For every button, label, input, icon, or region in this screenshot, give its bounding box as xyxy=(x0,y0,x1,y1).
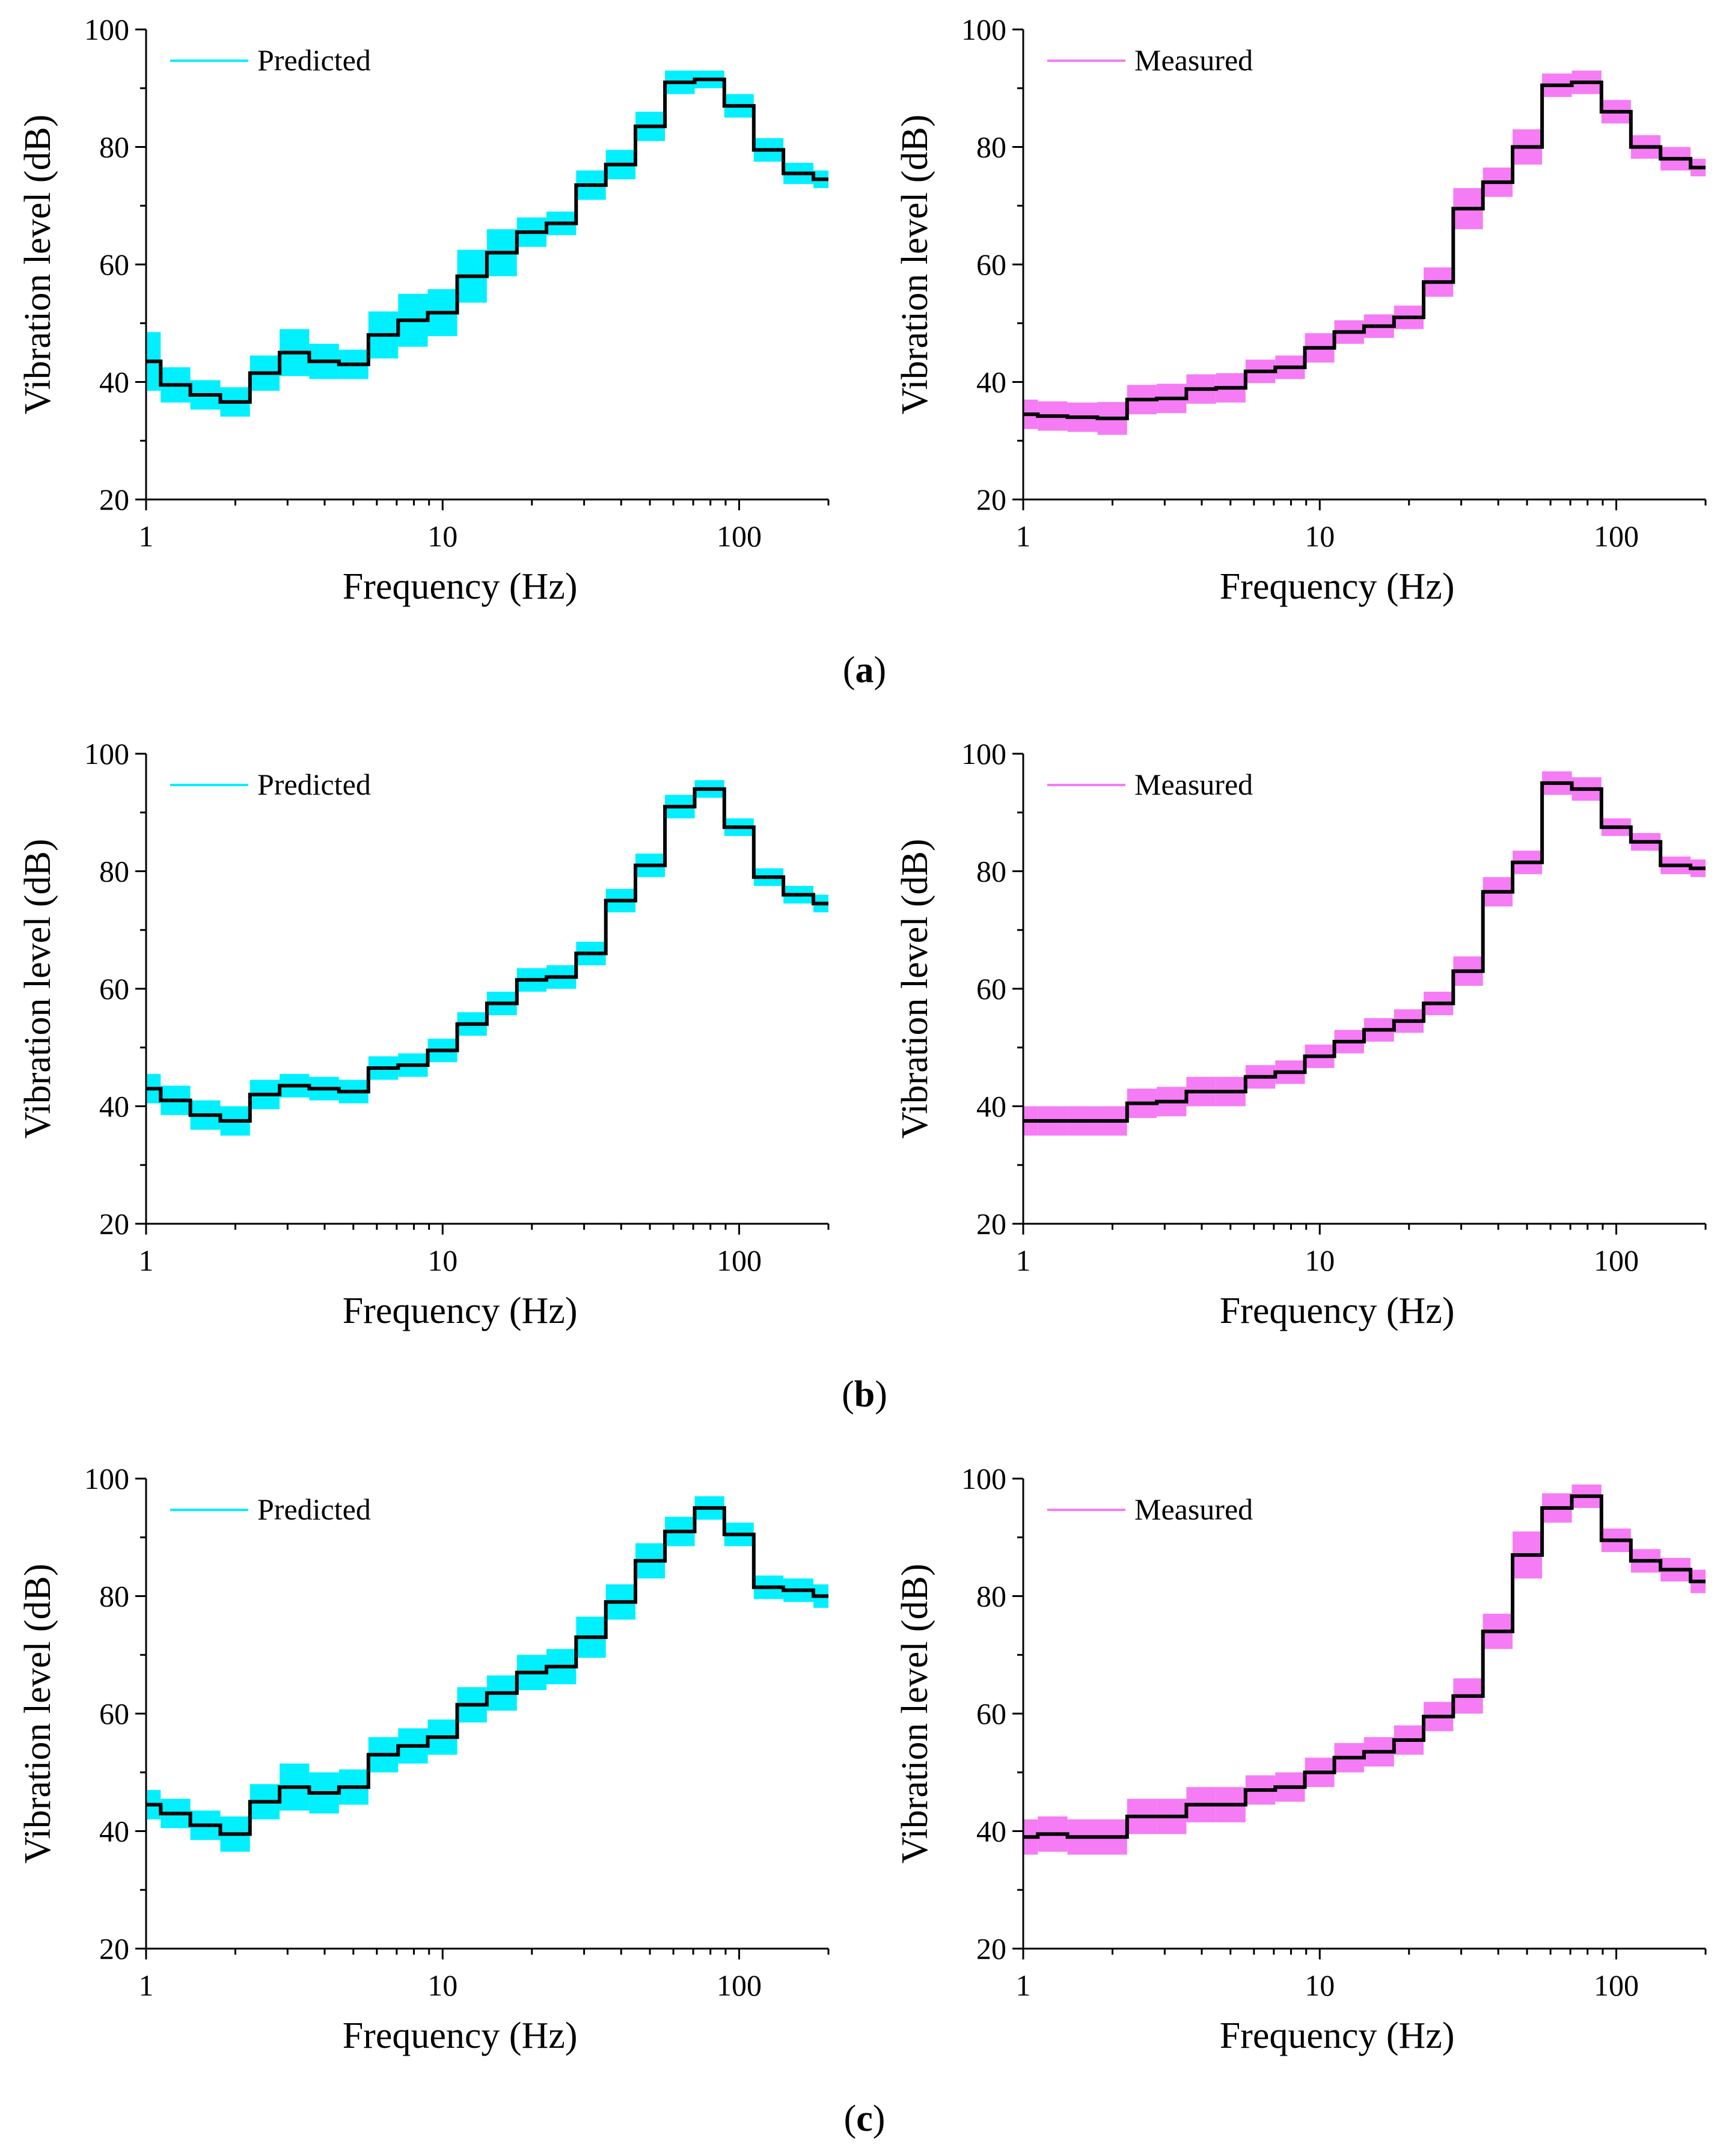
y-tick-label: 60 xyxy=(99,1697,129,1730)
y-tick-label: 100 xyxy=(84,1462,129,1495)
x-axis-title: Frequency (Hz) xyxy=(343,566,578,607)
x-tick-label: 1 xyxy=(1016,1244,1031,1277)
caption-letter: b xyxy=(854,1374,875,1415)
legend-label: Predicted xyxy=(257,768,371,801)
y-tick-label: 60 xyxy=(99,248,129,281)
y-tick-label: 100 xyxy=(961,13,1006,46)
legend-label: Measured xyxy=(1134,1492,1253,1526)
y-tick-label: 40 xyxy=(976,365,1006,399)
x-tick-label: 100 xyxy=(1594,519,1639,553)
caption-a: (a) xyxy=(843,650,886,691)
y-tick-label: 20 xyxy=(976,1932,1006,1965)
x-tick-label: 10 xyxy=(427,1968,457,2002)
x-tick-label: 1 xyxy=(139,1968,154,2002)
y-tick-label: 100 xyxy=(961,737,1006,771)
x-tick-label: 1 xyxy=(139,1244,154,1277)
legend-label: Predicted xyxy=(257,1492,371,1526)
y-axis-title: Vibration level (dB) xyxy=(895,1563,935,1863)
x-axis-title: Frequency (Hz) xyxy=(343,1290,578,1331)
step-line xyxy=(146,78,828,404)
y-tick-label: 80 xyxy=(99,1580,129,1613)
step-line xyxy=(146,787,828,1123)
legend-label: Measured xyxy=(1134,43,1253,77)
x-tick-label: 10 xyxy=(427,1244,457,1277)
y-tick-label: 20 xyxy=(976,1207,1006,1241)
legend-label: Predicted xyxy=(257,43,371,77)
y-tick-label: 80 xyxy=(976,855,1006,888)
y-tick-label: 60 xyxy=(976,1697,1006,1730)
x-tick-label: 10 xyxy=(427,519,457,553)
x-tick-label: 100 xyxy=(717,1968,762,2002)
y-tick-label: 40 xyxy=(976,1090,1006,1123)
y-tick-label: 60 xyxy=(976,248,1006,281)
y-tick-label: 80 xyxy=(99,855,129,888)
y-tick-label: 100 xyxy=(961,1462,1006,1495)
chart-panel-b-right: 20 40 60 80 100 1 10 100 Frequency (Hz) Vibration… xyxy=(895,737,1707,1331)
y-tick-label: 20 xyxy=(99,1207,129,1241)
y-tick-label: 100 xyxy=(84,737,129,771)
chart-panel-c-left: 20 40 60 80 100 1 10 100 Frequency (Hz) Vibration… xyxy=(17,1462,830,2056)
y-tick-label: 20 xyxy=(99,1932,129,1965)
x-tick-label: 1 xyxy=(139,519,154,553)
y-tick-label: 80 xyxy=(976,1580,1006,1613)
step-line xyxy=(1023,1494,1706,1839)
legend-label: Measured xyxy=(1134,768,1253,801)
y-axis-title: Vibration level (dB) xyxy=(17,1563,58,1863)
caption-letter: a xyxy=(855,650,874,691)
y-tick-label: 80 xyxy=(976,130,1006,164)
y-tick-label: 20 xyxy=(976,483,1006,516)
y-tick-label: 20 xyxy=(99,483,129,516)
y-tick-label: 100 xyxy=(84,13,129,46)
x-axis-title: Frequency (Hz) xyxy=(343,2015,578,2056)
x-tick-label: 100 xyxy=(717,519,762,553)
x-tick-label: 10 xyxy=(1305,519,1335,553)
chart-panel-a-left: 20 40 60 80 100 1 10 100 Frequency (Hz) Vibration… xyxy=(17,13,830,607)
chart-panel-b-left: 20 40 60 80 100 1 10 100 Frequency (Hz) Vibration… xyxy=(17,737,830,1331)
caption-letter: c xyxy=(856,2098,873,2139)
x-tick-label: 100 xyxy=(1594,1968,1639,2002)
x-tick-label: 100 xyxy=(717,1244,762,1277)
caption-c: (c) xyxy=(844,2098,886,2139)
x-axis-title: Frequency (Hz) xyxy=(1220,2015,1455,2056)
x-axis-title: Frequency (Hz) xyxy=(1220,566,1455,607)
chart-panel-c-right: 20 40 60 80 100 1 10 100 Frequency (Hz) Vibration… xyxy=(895,1462,1707,2056)
y-tick-label: 40 xyxy=(99,1815,129,1848)
y-tick-label: 40 xyxy=(99,1090,129,1123)
step-line xyxy=(146,1506,828,1836)
caption-b: (b) xyxy=(842,1374,887,1415)
x-tick-label: 10 xyxy=(1305,1968,1335,2002)
step-line xyxy=(1023,81,1706,421)
y-tick-label: 40 xyxy=(976,1815,1006,1848)
y-axis-title: Vibration level (dB) xyxy=(895,114,935,414)
x-tick-label: 100 xyxy=(1594,1244,1639,1277)
y-axis-title: Vibration level (dB) xyxy=(895,838,935,1138)
x-axis-title: Frequency (Hz) xyxy=(1220,1290,1455,1331)
y-tick-label: 60 xyxy=(99,972,129,1006)
chart-panel-a-right: 20 40 60 80 100 1 10 100 Frequency (Hz) Vibration… xyxy=(895,13,1707,607)
step-line xyxy=(1023,781,1706,1123)
y-tick-label: 60 xyxy=(976,972,1006,1006)
x-tick-label: 1 xyxy=(1016,1968,1031,2002)
y-axis-title: Vibration level (dB) xyxy=(17,114,58,414)
y-axis-title: Vibration level (dB) xyxy=(17,838,58,1138)
x-tick-label: 1 xyxy=(1016,519,1031,553)
x-tick-label: 10 xyxy=(1305,1244,1335,1277)
y-tick-label: 80 xyxy=(99,130,129,164)
y-tick-label: 40 xyxy=(99,365,129,399)
